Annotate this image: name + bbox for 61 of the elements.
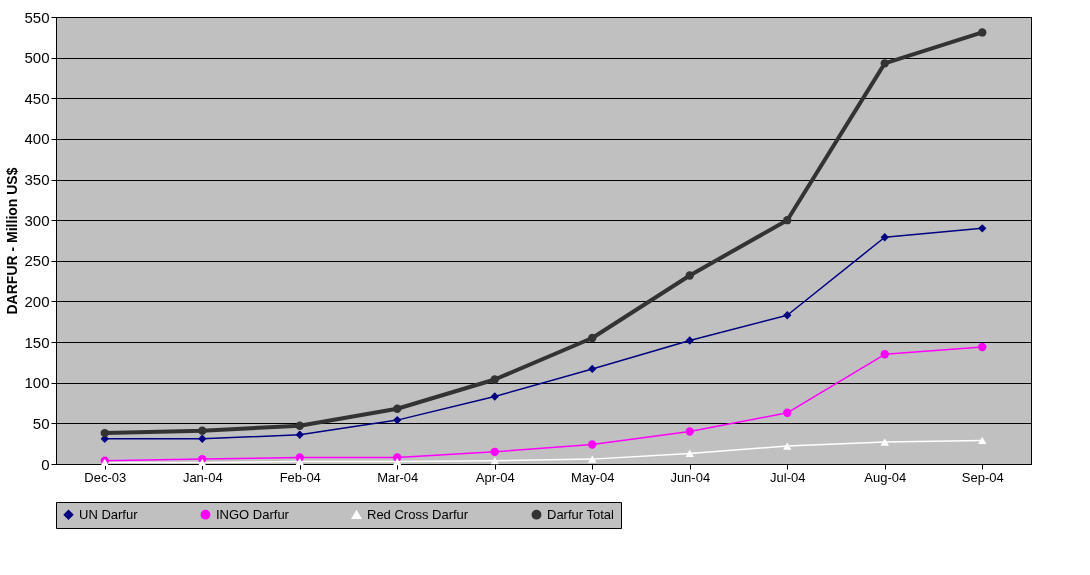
point — [880, 438, 889, 446]
point — [295, 430, 304, 439]
y-axis-title: DARFUR - Million US$ — [4, 167, 21, 315]
point — [685, 427, 694, 436]
point — [490, 375, 499, 384]
point — [783, 216, 792, 225]
y-tick-label: 200 — [24, 292, 50, 310]
point — [978, 28, 987, 37]
point — [295, 457, 304, 466]
legend-label: UN Darfur — [79, 506, 139, 522]
point — [393, 415, 402, 425]
point — [198, 434, 207, 443]
point — [783, 311, 792, 320]
point — [490, 457, 499, 465]
y-tick-label: 550 — [24, 8, 50, 26]
point — [880, 59, 889, 68]
x-tick-label: May-04 — [571, 469, 615, 485]
y-tick-label: 350 — [24, 171, 50, 189]
x-tick-label: Aug-04 — [864, 469, 907, 485]
point — [393, 404, 402, 413]
point — [198, 458, 207, 466]
y-tick-label: 500 — [24, 49, 50, 67]
x-tick-label: Sep-04 — [961, 469, 1004, 485]
point — [490, 447, 499, 456]
y-tick-label: 400 — [24, 130, 50, 148]
legend-label: INGO Darfur — [216, 506, 290, 522]
x-tick-label: Jul-04 — [770, 469, 806, 485]
legend-label: Red Cross Darfur — [367, 506, 469, 522]
x-tick-label: Jun-04 — [670, 469, 711, 485]
y-tick-label: 50 — [32, 414, 50, 432]
y-tick-label: 0 — [41, 455, 50, 473]
y-tick-label: 450 — [24, 89, 50, 107]
point — [978, 342, 987, 352]
y-tick-label: 150 — [24, 333, 50, 351]
legend-label: Darfur Total — [547, 506, 615, 522]
x-tick-label: Dec-03 — [84, 469, 127, 485]
point — [588, 440, 597, 449]
point — [588, 333, 597, 343]
point — [588, 455, 597, 463]
x-tick-label: Apr-04 — [475, 469, 515, 485]
point — [198, 426, 207, 435]
point — [685, 271, 694, 280]
point — [783, 408, 792, 417]
x-tick-label: Feb-04 — [279, 469, 321, 485]
point — [393, 457, 402, 466]
y-tick-label: 100 — [24, 374, 50, 392]
point — [978, 224, 987, 233]
point — [100, 428, 109, 438]
y-tick-label: 300 — [24, 211, 50, 229]
point — [978, 436, 987, 445]
point — [880, 350, 889, 359]
point — [685, 449, 694, 458]
x-tick-label: Jan-04 — [182, 469, 223, 485]
point — [685, 336, 694, 345]
point — [783, 442, 792, 450]
y-tick-label: 250 — [24, 252, 50, 270]
x-tick-label: Mar-04 — [377, 469, 419, 485]
point — [588, 364, 597, 374]
point — [490, 392, 499, 401]
point — [880, 233, 889, 242]
point — [295, 421, 304, 430]
